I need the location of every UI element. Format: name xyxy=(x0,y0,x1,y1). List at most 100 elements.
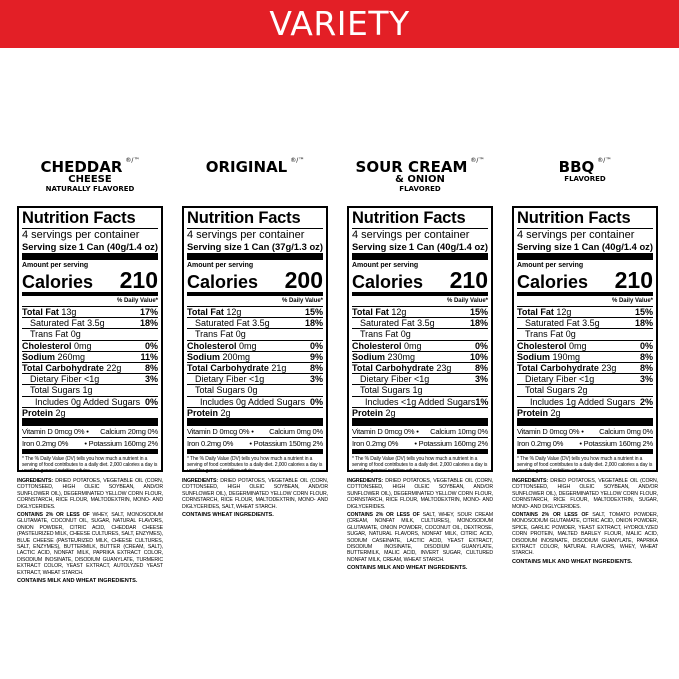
nutrient-name: Includes <1g Added Sugars xyxy=(365,396,476,407)
nutrient-name: Protein xyxy=(187,407,219,418)
nutrient-dv: 3% xyxy=(309,374,323,385)
nutrient-name: Cholesterol xyxy=(352,340,402,351)
nutrient-row: Saturated Fat 3.5g 18% xyxy=(517,318,653,330)
nutrient-dv: 2% xyxy=(639,396,653,407)
nutrient-dv: 0% xyxy=(309,396,323,407)
nutrient-row: Cholesterol 0mg 0% xyxy=(187,341,323,352)
nutrient-amount: <1g xyxy=(579,374,595,385)
nutrient-amount: 0mg xyxy=(569,340,587,351)
nutrient-row: Total Sugars 1g xyxy=(352,385,488,397)
divider xyxy=(517,253,653,260)
nutrient-row: Includes <1g Added Sugars 1% xyxy=(352,397,488,408)
nutrient-dv: 8% xyxy=(309,363,323,374)
nutrient-amount: 2g xyxy=(220,407,231,418)
nutrient-row: Sodium 200mg 9% xyxy=(187,352,323,364)
iron: Iron 0.2mg 0% xyxy=(352,439,399,449)
nutrient-dv: 18% xyxy=(634,318,653,329)
nutrient-row: Total Fat 12g 15% xyxy=(517,307,653,319)
nutrient-dv: 0% xyxy=(144,340,158,351)
nutrient-dv: 15% xyxy=(469,307,488,317)
daily-value-header: % Daily Value* xyxy=(352,296,488,307)
nutrition-facts-title: Nutrition Facts xyxy=(352,209,488,229)
nutrient-name: Total Carbohydrate xyxy=(517,363,599,374)
flavor-name-line2: CHEESE xyxy=(68,174,112,185)
nutrient-row: Total Carbohydrate 23g 8% xyxy=(352,363,488,375)
daily-value-header: % Daily Value* xyxy=(187,296,323,307)
iron: Iron 0.2mg 0% xyxy=(517,439,564,449)
flavor-header: SOUR CREAM ®/™ & ONION FLAVORED xyxy=(347,158,493,206)
nutrient-name: Total Sugars xyxy=(360,385,411,396)
nutrient-dv: 15% xyxy=(304,307,323,317)
nutrient-amount: 2g xyxy=(577,385,588,396)
flavor-header: ORIGINAL ®/™ xyxy=(182,158,328,206)
nutrient-row: Protein 2g xyxy=(517,407,653,420)
nutrient-amount: 3.5g xyxy=(417,318,435,329)
calories-label: Calories xyxy=(517,272,589,292)
nutrient-row: Saturated Fat 3.5g 18% xyxy=(22,318,158,330)
nutrient-dv: 3% xyxy=(474,374,488,385)
nutrient-name: Total Fat xyxy=(22,307,59,317)
nutrient-row: Protein 2g xyxy=(22,408,158,420)
serving-size-label: Serving size xyxy=(22,241,77,252)
nutrient-amount: 260mg xyxy=(57,351,86,362)
nutrient-amount: 0mg xyxy=(404,340,422,351)
serving-size-label: Serving size xyxy=(187,241,242,252)
nutrient-name: Includes 1g Added Sugars xyxy=(530,396,636,407)
serving-size: 1 Can (40g/1.4 oz) xyxy=(78,241,158,252)
nutrient-dv: 0% xyxy=(144,396,158,407)
servings-per-container: 4 servings per container xyxy=(187,229,305,241)
vitamin-d: Vitamin D 0mcg 0% • xyxy=(517,427,584,437)
nutrient-row: Total Sugars 0g xyxy=(187,385,323,397)
nutrient-amount: 21g xyxy=(271,363,287,374)
ingredients-main: DRIED POTATOES, VEGETABLE OIL (CORN, COT… xyxy=(347,478,494,510)
ingredients-main: DRIED POTATOES, VEGETABLE OIL (CORN, COT… xyxy=(182,478,329,510)
nutrient-name: Includes 0g Added Sugars xyxy=(35,396,141,407)
nutrient-name: Sodium xyxy=(517,351,550,362)
ingredients-main: DRIED POTATOES, VEGETABLE OIL (CORN, COT… xyxy=(512,478,659,510)
allergen-statement: CONTAINS MILK AND WHEAT INGREDIENTS. xyxy=(512,558,633,565)
nutrient-amount: 3.5g xyxy=(582,318,600,329)
ingredients-minor-list: SALT, TOMATO POWDER, MONOSODIUM GLUTAMAT… xyxy=(512,512,658,557)
nutrient-row: Total Sugars 1g xyxy=(22,385,158,397)
flavor-name: BBQ xyxy=(558,158,595,176)
nutrient-name: Protein xyxy=(517,407,549,418)
potassium: • Potassium 160mg 2% xyxy=(84,439,158,449)
nutrient-row: Protein 2g xyxy=(187,407,323,420)
registered-mark: ®/™ xyxy=(597,157,612,164)
vitamin-d: Vitamin D 0mcg 0% • xyxy=(187,427,254,437)
nutrient-amount: 22g xyxy=(106,363,122,374)
serving-size-label: Serving size xyxy=(352,241,407,252)
calories-label: Calories xyxy=(22,272,94,292)
nutrient-row: Dietary Fiber <1g 3% xyxy=(22,374,158,386)
nutrient-row: Includes 0g Added Sugars 0% xyxy=(187,397,323,408)
potassium: • Potassium 150mg 2% xyxy=(249,439,323,449)
nutrient-row: Total Fat 12g 15% xyxy=(187,307,323,319)
registered-mark: ®/™ xyxy=(125,157,140,164)
flavor-name: SOUR CREAM xyxy=(355,158,468,176)
nutrient-name: Total Sugars xyxy=(30,385,81,396)
nutrient-name: Trans Fat xyxy=(30,329,69,340)
nutrient-dv: 18% xyxy=(139,318,158,329)
nutrient-row: Saturated Fat 3.5g 18% xyxy=(187,318,323,330)
nutrient-dv: 3% xyxy=(144,374,158,385)
nutrient-amount: 0g xyxy=(235,329,246,340)
divider xyxy=(517,450,653,455)
nutrient-row: Total Sugars 2g xyxy=(517,385,653,397)
product-column: CHEDDAR ®/™ CHEESE NATURALLY FLAVORED Nut… xyxy=(17,158,163,584)
ingredients: INGREDIENTS: DRIED POTATOES, VEGETABLE O… xyxy=(182,478,328,510)
nutrient-dv: 18% xyxy=(469,318,488,329)
amount-per-serving: Amount per serving xyxy=(517,262,584,269)
nutrient-name: Sodium xyxy=(352,351,385,362)
nutrient-row: Cholesterol 0mg 0% xyxy=(517,341,653,352)
nutrient-row: Trans Fat 0g xyxy=(22,329,158,341)
nutrient-name: Total Sugars xyxy=(195,385,246,396)
calories-value: 210 xyxy=(449,267,488,293)
nutrient-amount: 3.5g xyxy=(252,318,270,329)
ingredients: INGREDIENTS: DRIED POTATOES, VEGETABLE O… xyxy=(512,478,658,510)
nutrient-row: Dietary Fiber <1g 3% xyxy=(517,374,653,386)
nutrient-name: Saturated Fat xyxy=(525,318,580,329)
nutrient-amount: 0g xyxy=(70,329,81,340)
nutrient-amount: 0g xyxy=(247,385,258,396)
servings-per-container: 4 servings per container xyxy=(22,229,140,241)
registered-mark: ®/™ xyxy=(470,157,485,164)
